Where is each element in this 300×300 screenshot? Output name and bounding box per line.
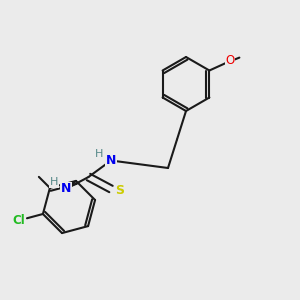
Text: Cl: Cl xyxy=(12,214,25,227)
Text: H: H xyxy=(95,149,103,159)
Text: N: N xyxy=(61,182,71,196)
Text: H: H xyxy=(50,177,58,188)
Text: S: S xyxy=(115,184,124,197)
Text: O: O xyxy=(225,54,234,67)
Text: H: H xyxy=(95,149,103,159)
Text: N: N xyxy=(61,182,71,196)
Text: Cl: Cl xyxy=(12,214,25,227)
Text: N: N xyxy=(106,154,116,167)
Text: S: S xyxy=(115,184,124,197)
Text: N: N xyxy=(106,154,116,167)
Text: H: H xyxy=(50,177,58,188)
Text: O: O xyxy=(225,54,234,67)
